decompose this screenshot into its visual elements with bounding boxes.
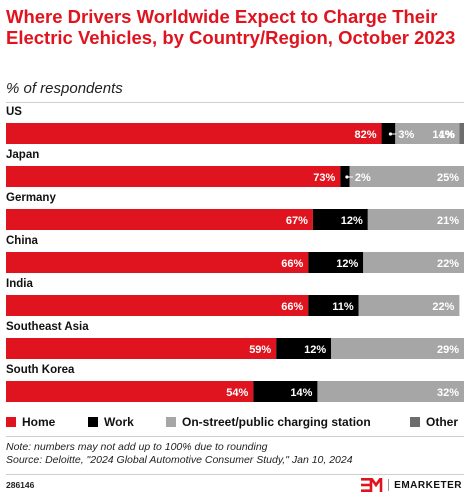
value-label-public-charging-south-korea: 32% [437, 387, 459, 399]
value-label-home-south-korea: 54% [226, 387, 248, 399]
legend-swatch-work [88, 417, 98, 427]
value-label-work-south-korea: 14% [290, 387, 312, 399]
bar-home-south-korea [6, 381, 254, 402]
value-label-home-germany: 67% [286, 215, 308, 227]
legend-label-public-charging: On-street/public charging station [182, 415, 371, 429]
source-text: Source: Deloitte, "2024 Global Automotiv… [6, 454, 353, 466]
bottom-divider [6, 436, 464, 437]
bar-public-charging-southeast-asia [331, 338, 464, 359]
bar-home-germany [6, 209, 313, 230]
bar-work-germany [312, 209, 368, 230]
value-label-home-japan: 73% [313, 172, 335, 184]
bar-public-charging-us [395, 123, 460, 144]
bar-public-charging-japan [349, 166, 464, 187]
bar-work-southeast-asia [276, 338, 332, 359]
legend-swatch-public-charging [166, 417, 176, 427]
value-label-public-charging-southeast-asia: 29% [437, 344, 459, 356]
emarketer-logo-icon [361, 478, 383, 492]
callout-label-us: 3% [398, 129, 414, 141]
value-label-public-charging-japan: 25% [437, 172, 459, 184]
category-label-south-korea: South Korea [6, 364, 75, 376]
value-label-public-charging-india: 22% [432, 301, 454, 313]
value-label-home-china: 66% [281, 258, 303, 270]
legend-item-public-charging: On-street/public charging station [166, 414, 371, 430]
value-label-work-germany: 12% [341, 215, 363, 227]
bar-home-china [6, 252, 309, 273]
category-label-southeast-asia: Southeast Asia [6, 321, 89, 333]
value-label-home-india: 66% [281, 301, 303, 313]
value-label-home-us: 82% [355, 129, 377, 141]
value-label-home-southeast-asia: 59% [249, 344, 271, 356]
top-divider [6, 102, 464, 103]
value-label-work-southeast-asia: 12% [304, 344, 326, 356]
bar-public-charging-south-korea [317, 381, 464, 402]
chart-title: Where Drivers Worldwide Expect to Charge… [6, 6, 456, 48]
bar-home-us [6, 123, 382, 144]
category-label-japan: Japan [6, 149, 39, 161]
bar-home-southeast-asia [6, 338, 277, 359]
legend-item-work: Work [88, 414, 134, 430]
legend-item-home: Home [6, 414, 55, 430]
value-label-public-charging-china: 22% [437, 258, 459, 270]
value-label-public-charging-us: 14% [432, 129, 454, 141]
legend-label-home: Home [22, 415, 56, 429]
bar-work-japan [340, 166, 350, 187]
bar-public-charging-india [358, 295, 460, 316]
bar-work-india [308, 295, 359, 316]
chart-legend: Home Work On-street/public charging stat… [6, 414, 464, 430]
category-label-germany: Germany [6, 192, 56, 204]
bar-home-japan [6, 166, 341, 187]
legend-swatch-home [6, 417, 16, 427]
value-label-work-china: 12% [336, 258, 358, 270]
legend-item-other: Other [410, 414, 458, 430]
category-label-us: US [6, 106, 22, 118]
bar-public-charging-china [363, 252, 464, 273]
chart-notes: Note: numbers may not add up to 100% due… [6, 441, 353, 467]
legend-label-other: Other [426, 415, 459, 429]
bar-work-us [381, 123, 396, 144]
chart-subtitle: % of respondents [6, 80, 123, 97]
footer-divider [6, 474, 464, 475]
legend-swatch-other [410, 417, 420, 427]
callout-label-japan: 2% [355, 172, 371, 184]
bar-work-south-korea [253, 381, 318, 402]
category-label-india: India [6, 278, 33, 290]
note-text: Note: numbers may not add up to 100% due… [6, 441, 268, 453]
bar-other-us [459, 123, 464, 144]
value-label-public-charging-germany: 21% [437, 215, 459, 227]
value-label-work-india: 11% [332, 301, 354, 313]
brand-logo: EMARKETER [361, 477, 462, 493]
brand-name: EMARKETER [394, 479, 462, 491]
bar-public-charging-germany [367, 209, 464, 230]
value-label-other-us: 1% [439, 129, 455, 141]
bar-home-india [6, 295, 309, 316]
category-label-china: China [6, 235, 39, 247]
chart-id: 286146 [6, 480, 35, 490]
brand-separator [388, 479, 390, 491]
legend-label-work: Work [104, 415, 134, 429]
bar-work-china [308, 252, 364, 273]
